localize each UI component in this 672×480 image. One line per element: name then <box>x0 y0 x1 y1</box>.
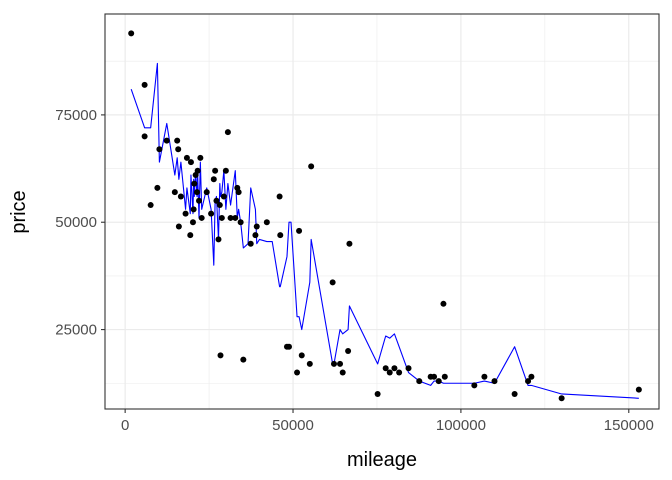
data-point <box>440 300 447 307</box>
data-point <box>374 390 381 397</box>
data-point <box>635 386 642 393</box>
data-point <box>197 154 204 161</box>
data-point <box>382 365 389 372</box>
data-point <box>296 227 303 234</box>
data-point <box>147 202 154 209</box>
data-point <box>189 219 196 226</box>
y-axis-title: price <box>8 190 30 233</box>
data-point <box>431 373 438 380</box>
y-tick-label: 50000 <box>55 214 97 231</box>
y-tick-label: 25000 <box>55 322 97 339</box>
data-point <box>210 176 217 183</box>
data-point <box>277 232 284 239</box>
data-point <box>194 189 200 196</box>
data-point <box>253 223 260 230</box>
panel-background <box>105 14 659 409</box>
data-point <box>183 154 190 161</box>
data-point <box>220 193 227 200</box>
data-point <box>386 369 393 376</box>
data-point <box>396 369 403 376</box>
data-point <box>217 352 224 359</box>
data-point <box>435 378 442 385</box>
data-point <box>339 369 346 376</box>
data-point <box>558 395 565 402</box>
data-point <box>191 180 198 187</box>
data-point <box>128 30 135 37</box>
data-point <box>218 214 225 221</box>
data-point <box>346 240 353 247</box>
data-point <box>252 232 259 239</box>
data-point <box>208 210 215 217</box>
data-point <box>240 356 247 363</box>
data-point <box>294 369 301 376</box>
data-point <box>163 137 170 144</box>
data-point <box>224 129 231 136</box>
data-point <box>215 236 222 243</box>
data-point <box>286 343 292 350</box>
y-axis: 25000 50000 75000 <box>55 107 105 339</box>
data-point <box>528 373 535 380</box>
y-tick-label: 75000 <box>55 107 97 124</box>
data-point <box>345 348 352 355</box>
data-point <box>306 360 313 367</box>
data-point <box>141 133 148 140</box>
data-point <box>174 137 181 144</box>
data-point <box>247 240 254 247</box>
data-point <box>175 146 182 153</box>
data-point <box>175 223 182 230</box>
x-axis: 0 50000 100000 150000 <box>121 409 654 434</box>
data-point <box>187 159 194 166</box>
x-axis-title: mileage <box>347 449 417 471</box>
data-point <box>298 352 305 359</box>
plot-panel <box>105 14 659 409</box>
data-point <box>337 360 344 367</box>
data-point <box>213 197 220 204</box>
data-point <box>222 167 229 174</box>
data-point <box>227 214 234 221</box>
data-point <box>154 184 161 191</box>
data-point <box>182 210 189 217</box>
data-point <box>237 219 244 226</box>
data-point <box>235 189 242 196</box>
grid-lines <box>105 14 659 409</box>
data-point <box>511 390 518 397</box>
data-points <box>128 30 642 402</box>
panel-border-rect <box>104 13 660 410</box>
data-point <box>194 167 201 174</box>
data-point <box>171 189 178 196</box>
data-point <box>187 232 194 239</box>
data-point <box>441 373 448 380</box>
data-point <box>141 81 148 88</box>
x-tick-label: 150000 <box>604 417 654 434</box>
data-point <box>308 163 315 170</box>
data-point <box>212 167 219 174</box>
data-point <box>276 193 283 200</box>
data-point <box>203 189 210 196</box>
data-point <box>196 197 203 204</box>
data-point <box>416 378 423 385</box>
data-point <box>216 202 223 209</box>
data-point <box>190 206 197 213</box>
data-point <box>177 193 184 200</box>
x-tick-label: 50000 <box>272 417 314 434</box>
data-point <box>329 279 336 286</box>
data-point <box>471 382 478 389</box>
data-point <box>491 378 498 385</box>
data-point <box>330 360 337 367</box>
x-tick-label: 0 <box>121 417 129 434</box>
data-point <box>232 214 239 221</box>
data-point <box>481 373 488 380</box>
data-point <box>156 146 163 153</box>
data-point <box>198 214 205 221</box>
x-tick-label: 100000 <box>436 417 486 434</box>
data-point <box>525 378 532 385</box>
data-point <box>263 219 270 226</box>
panel-border <box>104 13 660 410</box>
data-point <box>391 365 398 372</box>
data-point <box>405 365 412 372</box>
